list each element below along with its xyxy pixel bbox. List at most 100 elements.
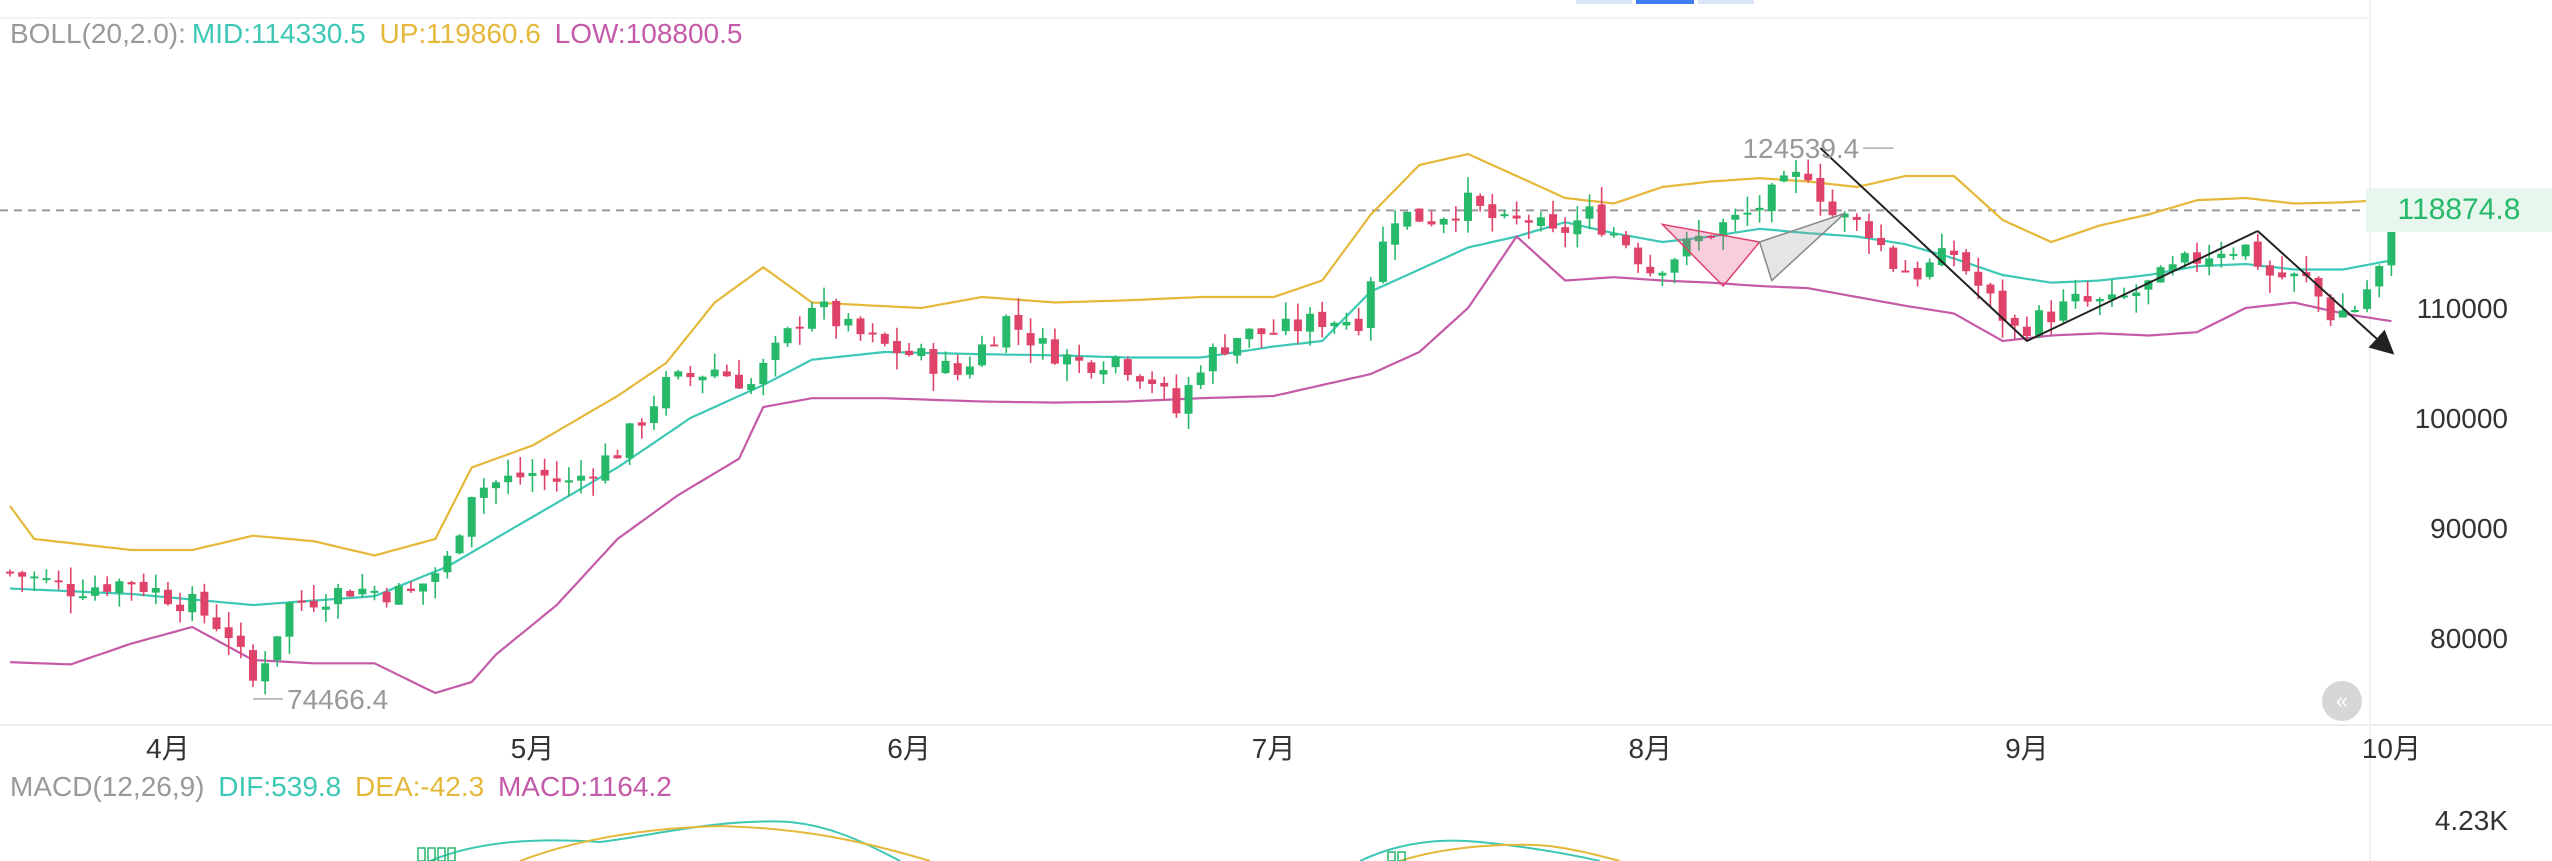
candle-body <box>2193 252 2201 264</box>
candle-body <box>832 300 841 327</box>
candle-body <box>1464 192 1472 221</box>
candle-body <box>2241 244 2250 257</box>
candle-body <box>1731 214 1740 220</box>
macd-histogram-bar <box>417 847 426 861</box>
boll-mid-line <box>9 221 2392 607</box>
candle-body <box>1950 250 1958 255</box>
macd-histogram-bar <box>447 847 456 861</box>
candle-body <box>297 600 306 603</box>
candle-body <box>1160 382 1169 387</box>
candle-body <box>1524 220 1533 223</box>
candle-body <box>492 482 500 489</box>
candle-body <box>1221 347 1229 355</box>
candle-body <box>1913 267 1922 280</box>
x-tick-label: 7月 <box>1252 733 1296 764</box>
candle-body <box>176 604 185 612</box>
annotations: 124539.4 74466.4 <box>253 133 1894 715</box>
candle-body <box>2375 266 2384 287</box>
candle-body <box>2363 289 2372 309</box>
candle-body <box>419 583 428 592</box>
candle-body <box>1573 220 1582 235</box>
candle-body <box>1330 322 1339 327</box>
candle-body <box>649 406 658 423</box>
candle-body <box>1196 372 1205 385</box>
y-tick-label: 100000 <box>2415 403 2508 434</box>
candle-body <box>1233 337 1242 356</box>
candle-body <box>601 455 610 481</box>
candle-body <box>358 588 367 595</box>
candle-body <box>1257 328 1266 335</box>
candle-body <box>443 555 452 573</box>
candle-body <box>91 587 100 596</box>
candle-body <box>710 369 719 377</box>
candle-body <box>1050 339 1059 364</box>
candle-body <box>2290 273 2299 277</box>
macd-value: MACD:1164.2 <box>497 771 672 802</box>
candle-body <box>224 627 233 639</box>
candle-body <box>1877 237 1886 246</box>
candle-body <box>978 344 986 366</box>
candle-body <box>807 307 816 329</box>
candle-body <box>625 423 634 459</box>
candle-body <box>564 480 573 483</box>
macd-histogram-bar <box>1387 851 1396 861</box>
double-chevron-left-icon[interactable]: « <box>2322 681 2362 721</box>
candle-body <box>1512 215 1521 219</box>
candle-body <box>674 371 683 377</box>
candle-body <box>1184 384 1193 414</box>
candle-body <box>2168 264 2177 271</box>
candle-body <box>139 581 148 592</box>
candle-body <box>151 587 160 593</box>
candle-body <box>394 585 403 605</box>
candle-body <box>2083 295 2092 302</box>
candle-body <box>953 363 962 375</box>
trend-line-3 <box>2257 230 2395 355</box>
low-label: 74466.4 <box>287 684 388 715</box>
candle-body <box>2217 253 2226 259</box>
candle-body <box>1063 354 1072 365</box>
candle-body <box>2010 317 2019 326</box>
x-axis: 4月 5月 6月 7月 8月 9月 10月 <box>146 733 2421 764</box>
candle-body <box>200 591 209 616</box>
macd-legend: MACD(12,26,9) DIF:539.8 DEA:-42.3 MACD:1… <box>10 771 678 803</box>
candle-body <box>479 487 488 498</box>
candle-body <box>1099 370 1108 375</box>
macd-histogram-bar <box>437 847 446 861</box>
candle-body <box>1427 221 1436 225</box>
candle-body <box>2144 280 2153 290</box>
macd-axis-label: 4.23K <box>2435 805 2508 836</box>
candle-body <box>577 475 586 481</box>
boll-up: UP:119860.6 <box>379 18 541 49</box>
candle-body <box>917 348 926 357</box>
candle-body <box>698 376 707 381</box>
candle-body <box>2253 241 2262 267</box>
macd-dea-line <box>519 824 931 861</box>
candle-body <box>1208 347 1217 372</box>
candle-body <box>747 384 756 390</box>
candle-body <box>6 571 14 574</box>
candle-body <box>285 602 294 637</box>
candle-body <box>54 580 63 583</box>
boll-upper-line <box>9 152 2392 557</box>
candle-body <box>516 472 525 478</box>
candle-body <box>941 360 950 374</box>
candle-body <box>1597 204 1606 235</box>
candle-body <box>42 578 51 581</box>
candle-body <box>1354 318 1363 332</box>
candle-body <box>2132 292 2141 297</box>
candle-body <box>1245 328 1254 340</box>
candle-body <box>2071 293 2080 302</box>
macd-histogram-bar <box>1397 851 1406 861</box>
candle-body <box>115 581 124 593</box>
trend-line-1 <box>1819 147 2028 342</box>
candle-body <box>2350 310 2359 313</box>
macd-dif-line-2 <box>1359 839 1601 861</box>
candle-body <box>552 478 561 482</box>
candle-body <box>1816 177 1825 202</box>
candle-body <box>2156 267 2165 283</box>
candle-body <box>1561 227 1570 233</box>
candle-body <box>2180 253 2189 263</box>
candle-body <box>1403 211 1412 227</box>
macd-title: MACD(12,26,9) <box>10 771 205 802</box>
